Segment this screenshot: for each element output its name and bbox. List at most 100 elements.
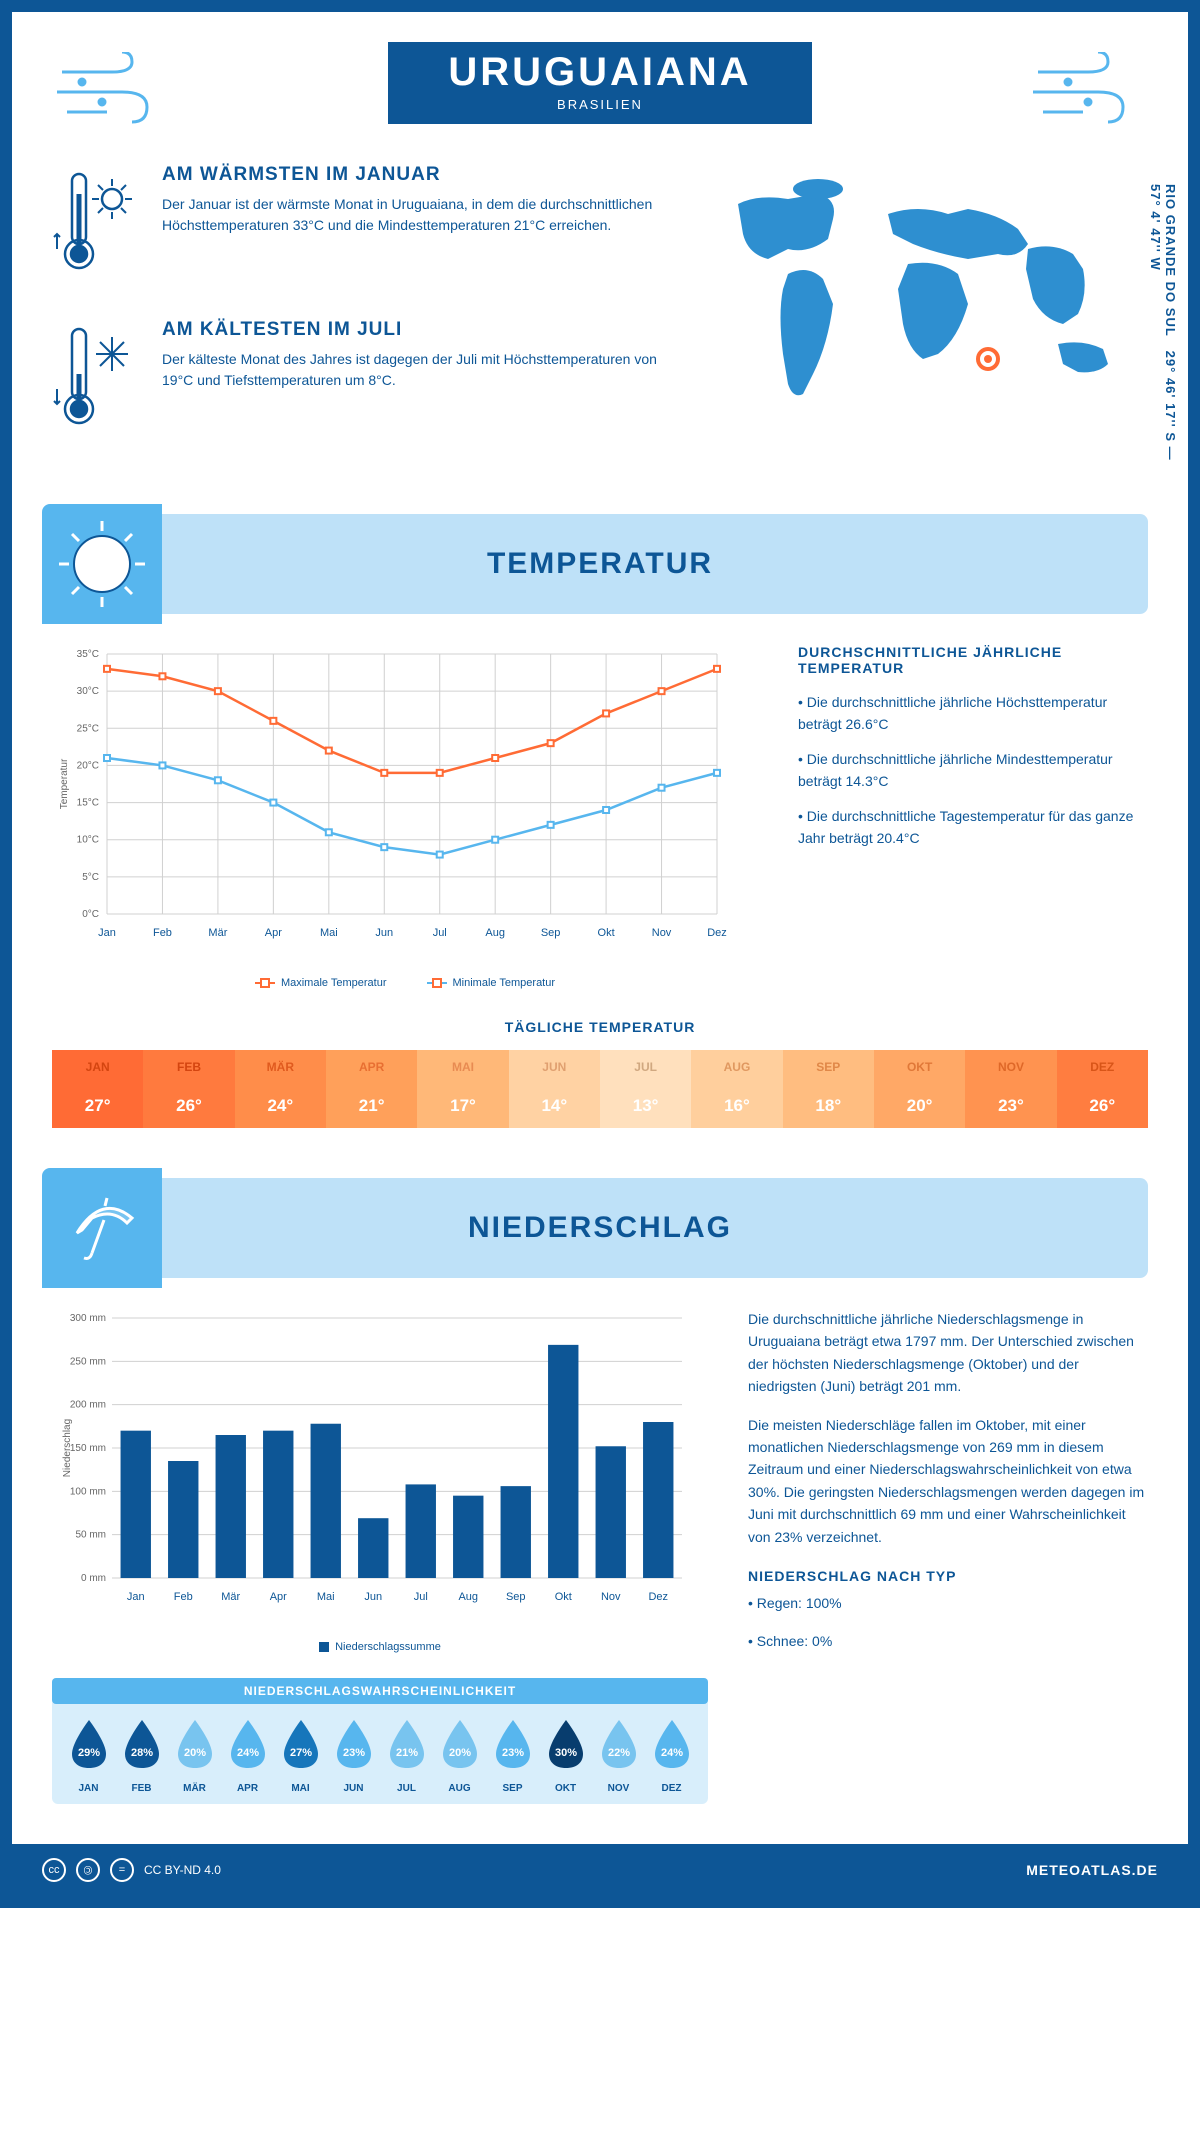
- svg-text:23%: 23%: [342, 1747, 364, 1759]
- svg-text:Apr: Apr: [265, 927, 282, 939]
- svg-text:Nov: Nov: [601, 1591, 621, 1603]
- svg-text:Mär: Mär: [208, 927, 227, 939]
- coldest-fact: AM KÄLTESTEN IM JULI Der kälteste Monat …: [52, 319, 658, 444]
- daily-temp-cell: SEP18°: [783, 1050, 874, 1128]
- probability-cell: 29%JAN: [62, 1714, 115, 1794]
- temperature-section-header: TEMPERATUR: [52, 514, 1148, 614]
- probability-cell: 21%JUL: [380, 1714, 433, 1794]
- title-ribbon: URUGUAIANA BRASILIEN: [388, 42, 811, 124]
- svg-text:250 mm: 250 mm: [70, 1356, 106, 1367]
- probability-cell: 28%FEB: [115, 1714, 168, 1794]
- probability-cell: 27%MAI: [274, 1714, 327, 1794]
- svg-text:Jul: Jul: [414, 1591, 428, 1603]
- probability-cell: 24%DEZ: [645, 1714, 698, 1794]
- probability-cell: 22%NOV: [592, 1714, 645, 1794]
- svg-text:23%: 23%: [501, 1747, 523, 1759]
- precipitation-title: NIEDERSCHLAG: [468, 1211, 732, 1245]
- temp-bullet: • Die durchschnittliche jährliche Höchst…: [798, 691, 1148, 736]
- temperature-info: DURCHSCHNITTLICHE JÄHRLICHE TEMPERATUR •…: [798, 644, 1148, 989]
- svg-text:28%: 28%: [130, 1747, 152, 1759]
- precipitation-legend: Niederschlagssumme: [52, 1641, 708, 1653]
- daily-temp-title: TÄGLICHE TEMPERATUR: [52, 1019, 1148, 1035]
- svg-text:0°C: 0°C: [82, 909, 99, 920]
- cc-icon: cc: [42, 1858, 66, 1882]
- precipitation-chart: 0 mm 50 mm 100 mm 150 mm 200 mm 250 mm 300 mm J…: [52, 1308, 708, 1653]
- daily-temp-cell: JUL13°: [600, 1050, 691, 1128]
- svg-text:200 mm: 200 mm: [70, 1400, 106, 1411]
- svg-text:25°C: 25°C: [77, 723, 99, 734]
- wind-icon: [52, 52, 172, 132]
- by-icon: 🄯: [76, 1858, 100, 1882]
- svg-text:20%: 20%: [183, 1747, 205, 1759]
- probability-cell: 24%APR: [221, 1714, 274, 1794]
- daily-temp-cell: APR21°: [326, 1050, 417, 1128]
- svg-text:150 mm: 150 mm: [70, 1443, 106, 1454]
- daily-temp-cell: DEZ26°: [1057, 1050, 1148, 1128]
- intro-section: AM WÄRMSTEN IM JANUAR Der Januar ist der…: [52, 164, 1148, 474]
- coldest-title: AM KÄLTESTEN IM JULI: [162, 319, 658, 341]
- warmest-fact: AM WÄRMSTEN IM JANUAR Der Januar ist der…: [52, 164, 658, 289]
- svg-text:20°C: 20°C: [77, 760, 99, 771]
- daily-temp-cell: FEB26°: [143, 1050, 234, 1128]
- svg-text:35°C: 35°C: [77, 649, 99, 660]
- svg-text:Sep: Sep: [506, 1591, 526, 1603]
- page-footer: cc 🄯 = CC BY-ND 4.0 METEOATLAS.DE: [12, 1844, 1188, 1896]
- svg-text:50 mm: 50 mm: [75, 1530, 106, 1541]
- daily-temp-cell: JUN14°: [509, 1050, 600, 1128]
- precipitation-probability: NIEDERSCHLAGSWAHRSCHEINLICHKEIT 29%JAN28…: [52, 1678, 708, 1804]
- svg-text:Jun: Jun: [375, 927, 393, 939]
- svg-text:27%: 27%: [289, 1747, 311, 1759]
- sun-icon: [42, 504, 162, 624]
- probability-cell: 23%JUN: [327, 1714, 380, 1794]
- license-text: CC BY-ND 4.0: [144, 1863, 221, 1877]
- daily-temp-cell: OKT20°: [874, 1050, 965, 1128]
- svg-text:30%: 30%: [554, 1747, 576, 1759]
- probability-cell: 20%AUG: [433, 1714, 486, 1794]
- site-name: METEOATLAS.DE: [1026, 1862, 1158, 1878]
- svg-text:Feb: Feb: [153, 927, 172, 939]
- svg-text:Nov: Nov: [652, 927, 672, 939]
- svg-text:Jun: Jun: [364, 1591, 382, 1603]
- svg-text:Okt: Okt: [598, 927, 615, 939]
- svg-text:Okt: Okt: [555, 1591, 572, 1603]
- svg-text:Aug: Aug: [458, 1591, 478, 1603]
- daily-temp-cell: AUG16°: [691, 1050, 782, 1128]
- svg-text:Niederschlag: Niederschlag: [62, 1419, 73, 1477]
- page-subtitle: BRASILIEN: [448, 97, 751, 112]
- temperature-legend: .legend-sw:nth-child(1)::before{border-c…: [52, 977, 758, 989]
- wind-icon: [1028, 52, 1148, 132]
- precipitation-info: Die durchschnittliche jährliche Niedersc…: [748, 1308, 1148, 1804]
- coldest-text: Der kälteste Monat des Jahres ist dagege…: [162, 349, 658, 391]
- svg-text:100 mm: 100 mm: [70, 1486, 106, 1497]
- svg-text:Temperatur: Temperatur: [59, 758, 70, 809]
- probability-cell: 20%MÄR: [168, 1714, 221, 1794]
- svg-text:0 mm: 0 mm: [81, 1573, 106, 1584]
- daily-temp-cell: MÄR24°: [235, 1050, 326, 1128]
- warmest-text: Der Januar ist der wärmste Monat in Urug…: [162, 194, 658, 236]
- world-map: RIO GRANDE DO SUL 29° 46' 17'' S — 57° 4…: [688, 164, 1148, 474]
- nd-icon: =: [110, 1858, 134, 1882]
- temp-bullet: • Die durchschnittliche jährliche Mindes…: [798, 748, 1148, 793]
- thermometer-cold-icon: [52, 319, 142, 444]
- svg-text:Dez: Dez: [648, 1591, 668, 1603]
- svg-text:29%: 29%: [77, 1747, 99, 1759]
- probability-cell: 30%OKT: [539, 1714, 592, 1794]
- daily-temp-table: JAN27°FEB26°MÄR24°APR21°MAI17°JUN14°JUL1…: [52, 1050, 1148, 1128]
- coordinates: RIO GRANDE DO SUL 29° 46' 17'' S — 57° 4…: [1148, 184, 1178, 474]
- svg-text:Mär: Mär: [221, 1591, 240, 1603]
- page-header: URUGUAIANA BRASILIEN: [52, 12, 1148, 124]
- svg-text:Feb: Feb: [174, 1591, 193, 1603]
- svg-text:24%: 24%: [236, 1747, 258, 1759]
- svg-text:Aug: Aug: [485, 927, 505, 939]
- svg-text:Jan: Jan: [98, 927, 116, 939]
- svg-text:Mai: Mai: [317, 1591, 335, 1603]
- page-title: URUGUAIANA: [448, 50, 751, 95]
- temperature-title: TEMPERATUR: [487, 547, 713, 581]
- svg-text:15°C: 15°C: [77, 798, 99, 809]
- svg-text:Sep: Sep: [541, 927, 561, 939]
- svg-text:30°C: 30°C: [77, 686, 99, 697]
- temp-bullet: • Die durchschnittliche Tagestemperatur …: [798, 805, 1148, 850]
- svg-text:300 mm: 300 mm: [70, 1313, 106, 1324]
- warmest-title: AM WÄRMSTEN IM JANUAR: [162, 164, 658, 186]
- svg-text:20%: 20%: [448, 1747, 470, 1759]
